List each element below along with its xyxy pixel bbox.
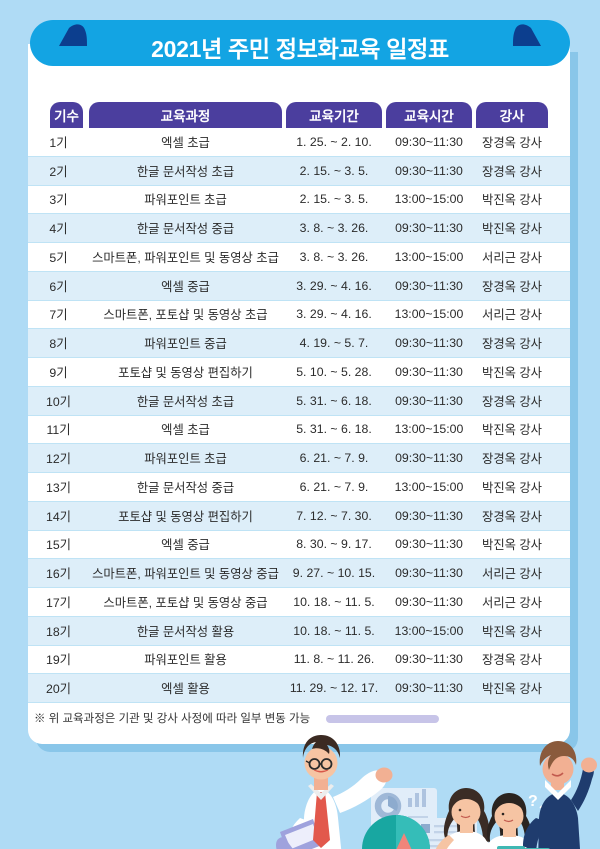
svg-text:?: ? — [528, 793, 538, 810]
